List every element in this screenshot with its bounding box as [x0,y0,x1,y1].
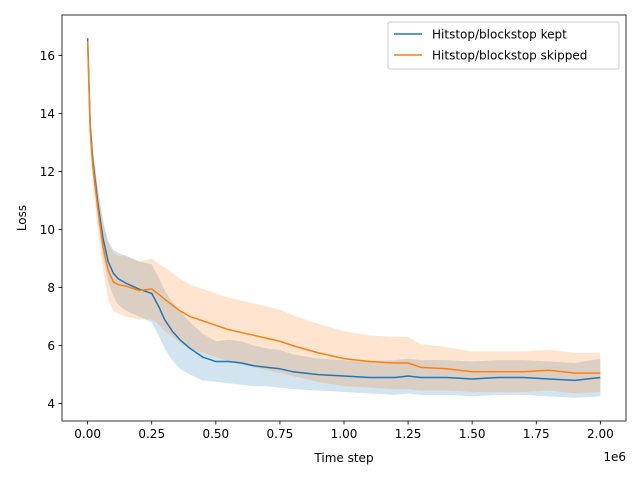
band-kept [87,35,601,398]
x-tick-label: 1.75 [523,427,550,441]
x-tick-label: 1.50 [459,427,486,441]
x-tick-label: 1.25 [395,427,422,441]
y-axis-label: Loss [15,205,29,231]
band-skipped [87,38,601,394]
x-tick-label: 0.75 [267,427,294,441]
y-tick-label: 6 [47,339,55,353]
y-tick-label: 14 [40,107,55,121]
x-tick-label: 0.50 [202,427,229,441]
y-axis-ticks: 4 6 8 10 12 14 16 [40,49,62,411]
series-lines [86,38,601,382]
y-tick-label: 4 [47,397,55,411]
confidence-bands [87,35,601,398]
legend: Hitstop/blockstop kept Hitstop/blockstop… [387,21,620,70]
x-tick-label: 0.25 [138,427,165,441]
y-tick-label: 12 [40,165,55,179]
y-tick-label: 8 [47,281,55,295]
series-line-kept [86,38,601,382]
x-tick-label: 2.00 [587,427,614,441]
x-tick-label: 0.00 [74,427,101,441]
legend-label-skipped: Hitstop/blockstop skipped [432,49,587,63]
x-tick-label: 1.00 [331,427,358,441]
y-tick-label: 10 [40,223,55,237]
x-axis-ticks: 0.00 0.25 0.50 0.75 1.00 1.25 1.50 1.75 2.00 [74,421,614,441]
x-axis-label: Time step [313,451,373,465]
series-line-skipped [86,41,601,374]
x-axis-offset-label: 1e6 [603,450,626,464]
y-tick-label: 16 [40,49,55,63]
legend-box [387,21,620,70]
legend-label-kept: Hitstop/blockstop kept [432,28,567,42]
